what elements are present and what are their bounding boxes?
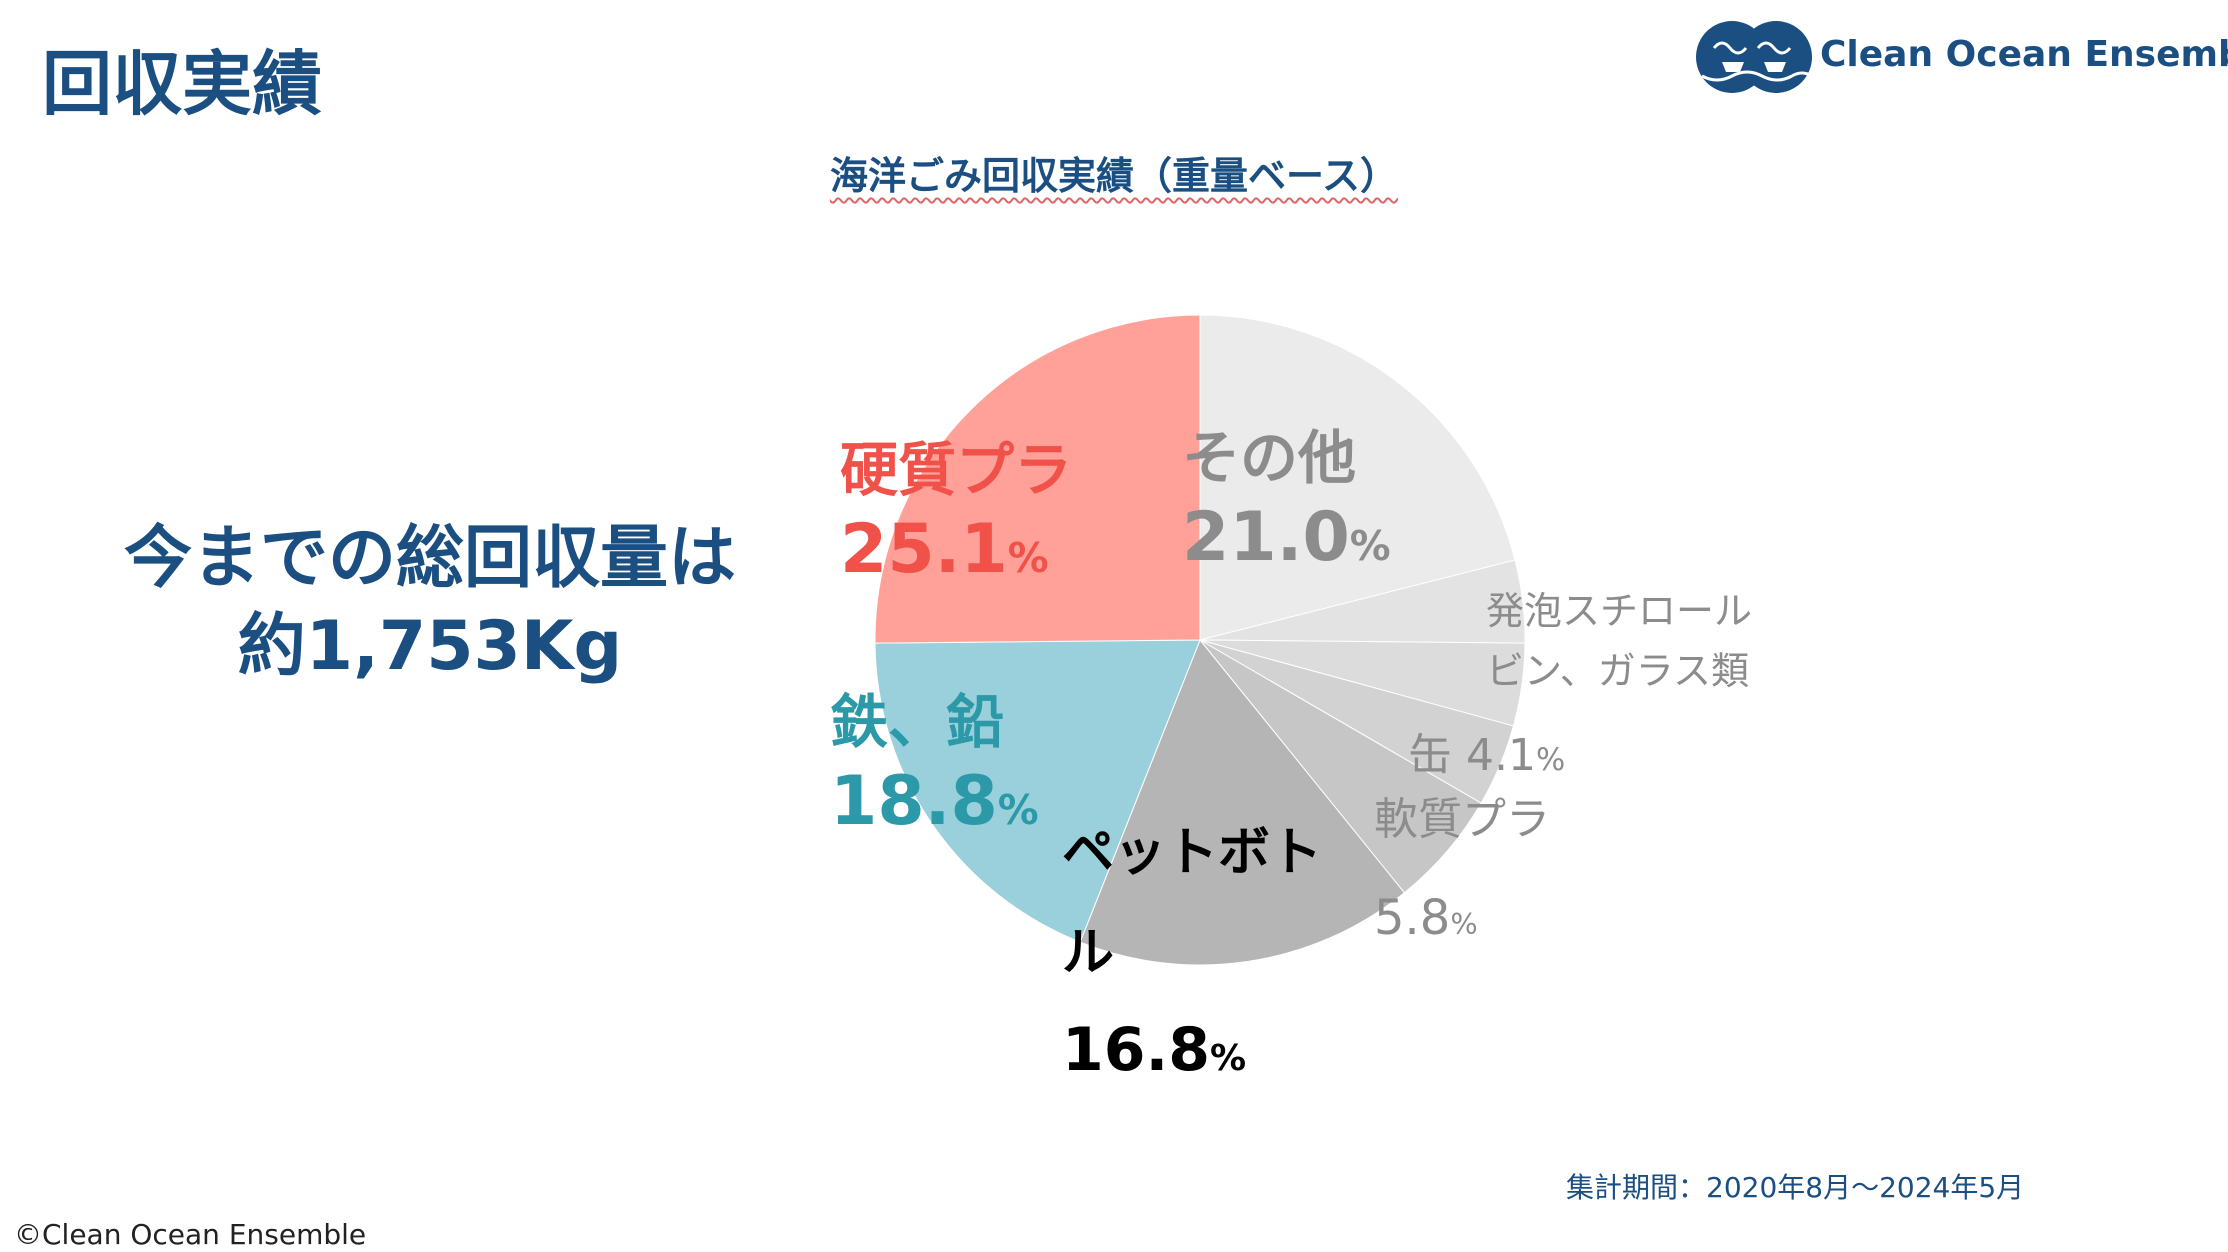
copyright: ©Clean Ocean Ensemble (14, 1218, 367, 1251)
slice-label-kan: 缶 4.1% (1408, 730, 1565, 781)
slice-label-sonota: その他 (1182, 424, 1356, 492)
pie-slice (874, 314, 1201, 644)
summary-line-2: 約1,753Kg (237, 607, 623, 686)
pie-slice (1199, 314, 1516, 641)
slice-label-nanshitsu: 軟質プラ (1374, 794, 1550, 845)
slice-label-happou: ビン、ガラス類 (1486, 649, 1749, 693)
slice-value-koushitsu: 25.1% (840, 510, 1049, 589)
slice-value-tetsu: 18.8% (830, 762, 1039, 841)
period-footnote: 集計期間：2020年8月〜2024年5月 (1566, 1171, 2025, 1204)
page-title: 回収実績 (42, 43, 322, 125)
slice-value-sonota: 21.0% (1182, 498, 1391, 577)
logo-mark-icon (1696, 21, 1813, 93)
pie-slice (874, 639, 1201, 943)
logo-text: Clean Ocean Ensemble (1820, 34, 2228, 75)
slice-label-tetsu: 鉄、鉛 (830, 688, 1004, 756)
slice-label-koushitsu: 硬質プラ (840, 436, 1072, 504)
slice-value-nanshitsu: 5.8% (1374, 890, 1478, 946)
logo: Clean Ocean Ensemble (1692, 18, 2228, 96)
summary-line-1: 今までの総回収量は (123, 519, 736, 598)
slice-label-pet: ル (1062, 923, 1114, 983)
chart-title: 海洋ごみ回収実績（重量ベース） (829, 154, 1399, 198)
slice-value-pet: 16.8% (1062, 1015, 1246, 1085)
slice-label-pet: ペットボト (1062, 823, 1322, 883)
slice-label-happou: 発泡スチロール (1486, 589, 1752, 633)
total-summary: 今までの総回収量は 約1,753Kg (70, 515, 790, 691)
pie-slice (1079, 639, 1406, 966)
